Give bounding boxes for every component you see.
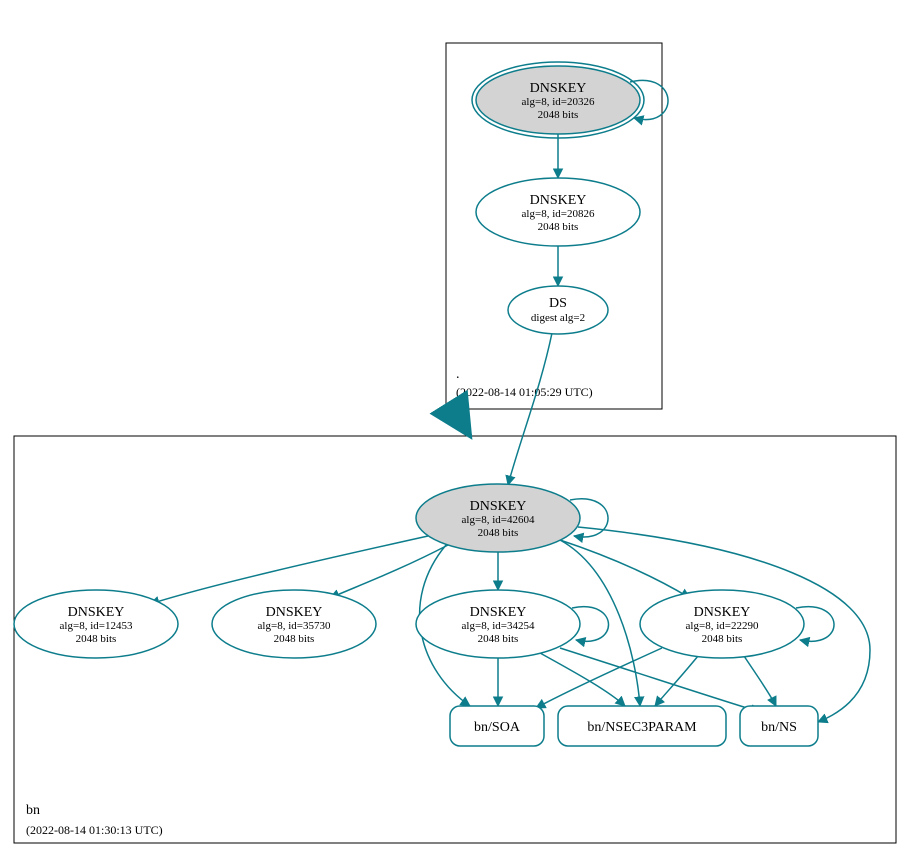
edge-22290-soa bbox=[536, 648, 662, 708]
svg-text:2048 bits: 2048 bits bbox=[478, 633, 519, 645]
svg-text:DS: DS bbox=[549, 296, 567, 311]
svg-text:DNSKEY: DNSKEY bbox=[694, 605, 751, 620]
svg-text:DNSKEY: DNSKEY bbox=[470, 605, 527, 620]
dnssec-diagram: . (2022-08-14 01:05:29 UTC) bn (2022-08-… bbox=[0, 0, 904, 865]
svg-text:2048 bits: 2048 bits bbox=[538, 109, 579, 121]
svg-text:alg=8, id=22290: alg=8, id=22290 bbox=[686, 620, 759, 632]
svg-text:2048 bits: 2048 bits bbox=[538, 221, 579, 233]
node-ds: DS digest alg=2 bbox=[508, 286, 608, 334]
node-dnskey-22290: DNSKEY alg=8, id=22290 2048 bits bbox=[640, 590, 804, 658]
node-dnskey-20326: DNSKEY alg=8, id=20326 2048 bits bbox=[472, 62, 644, 138]
svg-text:DNSKEY: DNSKEY bbox=[530, 193, 587, 208]
svg-text:bn/SOA: bn/SOA bbox=[474, 720, 521, 735]
svg-text:alg=8, id=12453: alg=8, id=12453 bbox=[60, 620, 133, 632]
svg-text:DNSKEY: DNSKEY bbox=[266, 605, 323, 620]
svg-text:digest alg=2: digest alg=2 bbox=[531, 312, 585, 324]
svg-text:bn/NS: bn/NS bbox=[761, 720, 797, 735]
cluster-root-ts: (2022-08-14 01:05:29 UTC) bbox=[456, 385, 593, 399]
svg-text:2048 bits: 2048 bits bbox=[76, 633, 117, 645]
node-bn-soa: bn/SOA bbox=[450, 706, 544, 746]
svg-text:bn/NSEC3PARAM: bn/NSEC3PARAM bbox=[587, 720, 697, 735]
edge-42604-35730 bbox=[330, 545, 448, 598]
svg-text:2048 bits: 2048 bits bbox=[702, 633, 743, 645]
svg-text:alg=8, id=35730: alg=8, id=35730 bbox=[258, 620, 331, 632]
edge-34254-nsec bbox=[540, 653, 625, 706]
edge-42604-22290 bbox=[560, 540, 690, 598]
node-bn-ns: bn/NS bbox=[740, 706, 818, 746]
node-dnskey-35730: DNSKEY alg=8, id=35730 2048 bits bbox=[212, 590, 376, 658]
node-bn-nsec3param: bn/NSEC3PARAM bbox=[558, 706, 726, 746]
cluster-bn-ts: (2022-08-14 01:30:13 UTC) bbox=[26, 823, 163, 837]
svg-text:alg=8, id=42604: alg=8, id=42604 bbox=[462, 514, 535, 526]
node-dnskey-34254: DNSKEY alg=8, id=34254 2048 bits bbox=[416, 590, 580, 658]
svg-text:alg=8, id=34254: alg=8, id=34254 bbox=[462, 620, 535, 632]
svg-text:DNSKEY: DNSKEY bbox=[470, 499, 527, 514]
svg-text:DNSKEY: DNSKEY bbox=[530, 81, 587, 96]
cluster-root-dot: . bbox=[456, 367, 460, 382]
node-dnskey-20826: DNSKEY alg=8, id=20826 2048 bits bbox=[476, 178, 640, 246]
cluster-bn-name: bn bbox=[26, 803, 40, 818]
svg-text:2048 bits: 2048 bits bbox=[478, 527, 519, 539]
svg-text:2048 bits: 2048 bits bbox=[274, 633, 315, 645]
svg-text:alg=8, id=20826: alg=8, id=20826 bbox=[522, 208, 595, 220]
node-dnskey-12453: DNSKEY alg=8, id=12453 2048 bits bbox=[14, 590, 178, 658]
svg-text:DNSKEY: DNSKEY bbox=[68, 605, 125, 620]
svg-text:alg=8, id=20326: alg=8, id=20326 bbox=[522, 96, 595, 108]
node-dnskey-42604: DNSKEY alg=8, id=42604 2048 bits bbox=[416, 484, 580, 552]
edge-root-bn bbox=[462, 409, 470, 436]
edge-22290-ns bbox=[744, 656, 776, 706]
